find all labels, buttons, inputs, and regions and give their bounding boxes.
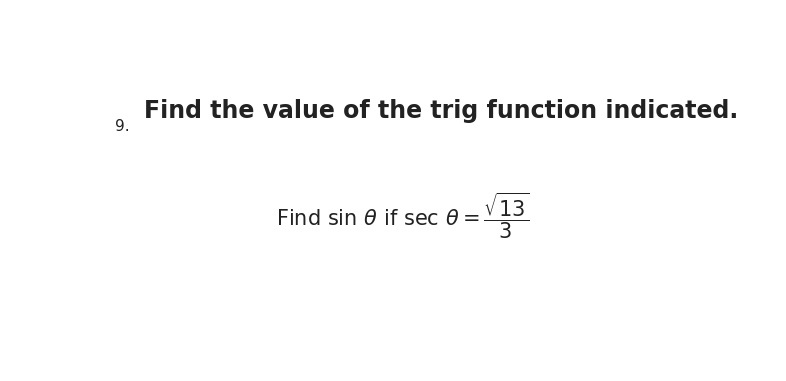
Text: $\mathrm{Find\ sin\ }\theta\mathrm{\ if\ sec\ }\theta = \dfrac{\sqrt{13}}{3}$: $\mathrm{Find\ sin\ }\theta\mathrm{\ if\… [276, 190, 530, 241]
Text: Find the value of the trig function indicated.: Find the value of the trig function indi… [144, 99, 738, 123]
Text: 9.: 9. [116, 119, 130, 134]
